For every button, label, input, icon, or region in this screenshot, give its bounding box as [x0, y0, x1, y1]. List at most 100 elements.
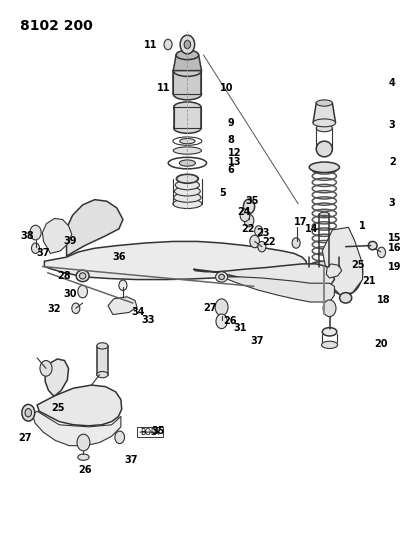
- Polygon shape: [174, 107, 201, 128]
- Text: 39: 39: [64, 237, 77, 246]
- Circle shape: [244, 214, 254, 227]
- Text: 6: 6: [228, 165, 234, 175]
- Text: 28: 28: [57, 271, 71, 281]
- Text: 23: 23: [256, 228, 269, 238]
- Polygon shape: [322, 228, 363, 295]
- Text: 20: 20: [375, 339, 388, 349]
- Circle shape: [180, 35, 195, 54]
- Bar: [97, 346, 108, 375]
- Text: 27: 27: [18, 433, 32, 443]
- Ellipse shape: [174, 102, 201, 112]
- Ellipse shape: [319, 264, 329, 269]
- Polygon shape: [42, 219, 72, 254]
- Ellipse shape: [173, 137, 202, 146]
- Ellipse shape: [173, 147, 201, 154]
- Ellipse shape: [321, 341, 337, 349]
- Polygon shape: [313, 103, 336, 123]
- Text: 35: 35: [245, 196, 259, 206]
- Text: 35: 35: [151, 426, 165, 436]
- Ellipse shape: [309, 162, 339, 173]
- Circle shape: [77, 434, 90, 451]
- Text: 22: 22: [241, 224, 254, 234]
- Circle shape: [32, 243, 39, 254]
- Ellipse shape: [309, 261, 339, 272]
- Ellipse shape: [322, 328, 337, 336]
- Text: 18: 18: [377, 295, 390, 305]
- Polygon shape: [173, 71, 201, 94]
- Text: 8102 200: 8102 200: [20, 19, 93, 33]
- Ellipse shape: [316, 141, 332, 157]
- Text: 37: 37: [124, 455, 138, 465]
- Circle shape: [78, 285, 88, 298]
- Ellipse shape: [174, 193, 201, 202]
- Text: 16: 16: [388, 243, 401, 253]
- Ellipse shape: [179, 160, 196, 166]
- Circle shape: [250, 235, 259, 248]
- Text: 21: 21: [363, 276, 376, 286]
- Circle shape: [22, 405, 35, 421]
- Text: 15: 15: [388, 233, 401, 243]
- Polygon shape: [194, 264, 335, 288]
- Polygon shape: [44, 241, 306, 280]
- Circle shape: [255, 226, 263, 236]
- Text: 38: 38: [20, 231, 34, 241]
- Ellipse shape: [97, 343, 108, 349]
- Circle shape: [292, 238, 300, 248]
- Ellipse shape: [339, 293, 352, 303]
- Text: 25: 25: [52, 402, 65, 413]
- Circle shape: [72, 303, 80, 313]
- Circle shape: [184, 41, 191, 49]
- Ellipse shape: [168, 157, 206, 169]
- Polygon shape: [173, 55, 201, 71]
- Polygon shape: [37, 385, 122, 426]
- Text: 33: 33: [142, 315, 155, 325]
- Ellipse shape: [368, 241, 377, 250]
- Ellipse shape: [316, 124, 332, 132]
- Circle shape: [216, 314, 227, 329]
- Ellipse shape: [176, 50, 199, 60]
- Circle shape: [258, 241, 266, 252]
- Text: 37: 37: [36, 248, 50, 259]
- Text: 27: 27: [203, 303, 217, 313]
- Text: 26: 26: [224, 317, 237, 326]
- Text: 11: 11: [157, 83, 171, 93]
- Polygon shape: [222, 277, 335, 302]
- Text: 8: 8: [228, 135, 235, 145]
- Text: BODY: BODY: [140, 427, 161, 437]
- Text: 34: 34: [131, 308, 145, 318]
- Text: 37: 37: [251, 336, 264, 346]
- Ellipse shape: [316, 100, 332, 106]
- Circle shape: [25, 409, 32, 417]
- Ellipse shape: [180, 139, 195, 144]
- Ellipse shape: [216, 272, 228, 282]
- Ellipse shape: [78, 454, 89, 461]
- Ellipse shape: [313, 119, 336, 127]
- Circle shape: [240, 209, 250, 222]
- Circle shape: [377, 247, 386, 257]
- Text: 2: 2: [389, 157, 395, 167]
- Text: 1: 1: [358, 221, 365, 231]
- Ellipse shape: [177, 175, 198, 183]
- Text: 30: 30: [64, 289, 77, 299]
- Text: 10: 10: [219, 83, 233, 93]
- Text: 24: 24: [237, 207, 250, 216]
- Circle shape: [115, 431, 125, 443]
- Circle shape: [323, 300, 336, 317]
- Text: 32: 32: [48, 304, 61, 314]
- Bar: [137, 427, 163, 437]
- Text: 5: 5: [219, 188, 226, 198]
- Ellipse shape: [97, 372, 108, 378]
- Text: 11: 11: [144, 39, 157, 50]
- Polygon shape: [326, 264, 342, 278]
- Ellipse shape: [173, 199, 202, 208]
- Circle shape: [336, 260, 353, 283]
- Ellipse shape: [174, 123, 201, 133]
- Ellipse shape: [173, 65, 201, 76]
- Ellipse shape: [219, 274, 224, 280]
- Text: 26: 26: [79, 465, 92, 475]
- Text: 9: 9: [228, 118, 234, 128]
- Ellipse shape: [319, 212, 329, 216]
- Text: 25: 25: [351, 261, 365, 270]
- Circle shape: [40, 360, 52, 376]
- Text: 17: 17: [294, 217, 307, 227]
